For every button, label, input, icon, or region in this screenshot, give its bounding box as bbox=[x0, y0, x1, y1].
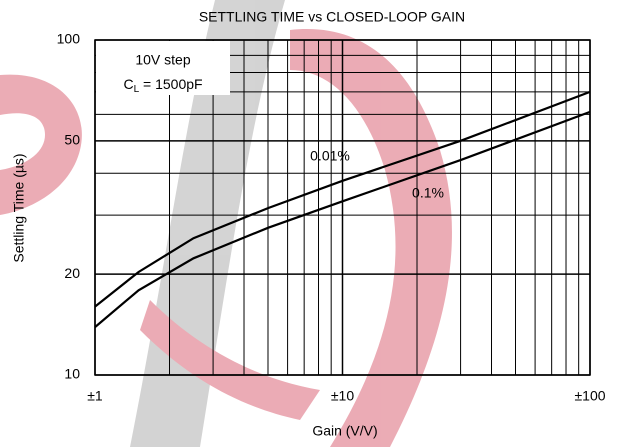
y-tick-label: 10 bbox=[64, 366, 80, 382]
x-tick-label: ±10 bbox=[331, 388, 354, 404]
annotation: 10V step bbox=[135, 52, 190, 68]
annotation-part: C bbox=[123, 76, 133, 92]
series-line bbox=[94, 110, 591, 328]
x-tick-label: ±1 bbox=[87, 388, 103, 404]
chart-title: SETTLING TIME vs CLOSED-LOOP GAIN bbox=[199, 9, 465, 25]
annotation: CL = 1500pF bbox=[123, 76, 202, 95]
annotation-box bbox=[96, 41, 230, 95]
series-label: 0.1% bbox=[412, 185, 444, 201]
annotation-sub: L bbox=[134, 84, 140, 95]
y-tick-label: 20 bbox=[64, 265, 80, 281]
y-tick-label: 100 bbox=[57, 31, 81, 47]
y-tick-label: 50 bbox=[64, 132, 80, 148]
watermark bbox=[0, 0, 452, 447]
y-axis-label: Settling Time (µs) bbox=[11, 153, 27, 262]
plot-frame bbox=[94, 39, 591, 376]
series-label: 0.01% bbox=[310, 148, 350, 164]
lines bbox=[94, 90, 591, 328]
x-axis-label: Gain (V/V) bbox=[312, 423, 377, 439]
x-tick-label: ±100 bbox=[574, 388, 605, 404]
annotation-part: = 1500pF bbox=[139, 76, 202, 92]
series-line bbox=[94, 90, 591, 308]
